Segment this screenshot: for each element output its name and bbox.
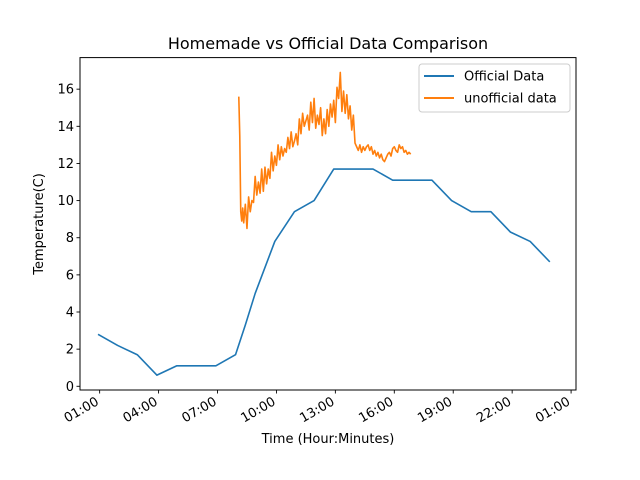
chart-title: Homemade vs Official Data Comparison xyxy=(168,34,488,53)
y-tick-label: 4 xyxy=(66,306,74,321)
series-line-unofficial-data xyxy=(237,71,412,230)
axes-frame xyxy=(79,57,577,391)
y-tick-label: 14 xyxy=(57,120,74,135)
legend-label-official-data: Official Data xyxy=(464,70,544,85)
plot-area xyxy=(97,71,551,376)
legend-box xyxy=(418,63,571,113)
y-axis-label: Temperature(C) xyxy=(32,173,47,276)
y-tick-label: 10 xyxy=(57,194,74,209)
y-tick-label: 6 xyxy=(66,268,74,283)
series-line-official-data xyxy=(97,168,551,376)
legend: Official Data unofficial data xyxy=(418,63,571,113)
x-axis-label: Time (Hour:Minutes) xyxy=(261,432,395,447)
y-tick-label: 8 xyxy=(66,231,74,246)
y-tick-label: 2 xyxy=(66,343,74,358)
y-tick-label: 16 xyxy=(57,83,74,98)
y-tick-label: 0 xyxy=(66,380,74,395)
legend-label-unofficial-data: unofficial data xyxy=(464,92,557,107)
y-tick-label: 12 xyxy=(57,157,74,172)
